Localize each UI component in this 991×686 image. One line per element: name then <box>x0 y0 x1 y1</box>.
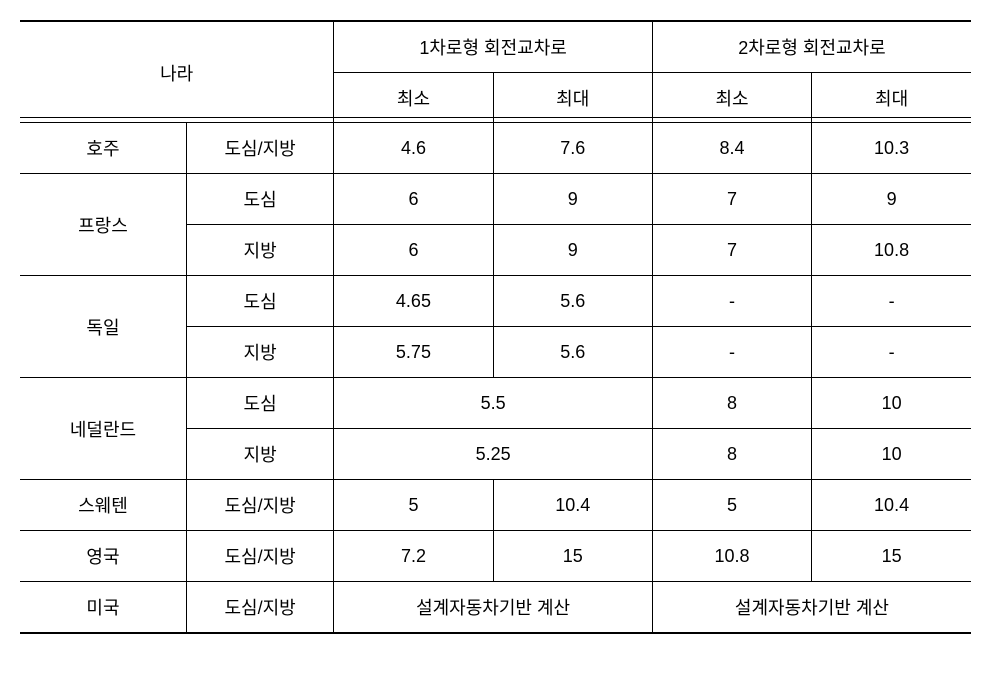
cell-min1: 6 <box>334 174 493 225</box>
cell-min2: - <box>652 327 811 378</box>
cell-merged1: 5.5 <box>334 378 653 429</box>
cell-min2: 10.8 <box>652 531 811 582</box>
header-min-2: 최소 <box>652 73 811 124</box>
table-row: 프랑스 도심 6 9 7 9 <box>20 174 971 225</box>
cell-max1: 9 <box>493 225 652 276</box>
cell-max2: - <box>812 276 971 327</box>
lane-width-table: 나라 1차로형 회전교차로 2차로형 회전교차로 최소 최대 최소 최대 호주 … <box>20 20 971 634</box>
cell-max2: 10.4 <box>812 480 971 531</box>
cell-min2: 7 <box>652 225 811 276</box>
header-max-2: 최대 <box>812 73 971 124</box>
cell-min1: 7.2 <box>334 531 493 582</box>
cell-max2: 9 <box>812 174 971 225</box>
cell-region: 지방 <box>186 327 333 378</box>
cell-min2: 8 <box>652 429 811 480</box>
table-header: 나라 1차로형 회전교차로 2차로형 회전교차로 최소 최대 최소 최대 <box>20 21 971 123</box>
cell-region: 도심 <box>186 378 333 429</box>
cell-merged1: 5.25 <box>334 429 653 480</box>
header-row-1: 나라 1차로형 회전교차로 2차로형 회전교차로 <box>20 21 971 73</box>
header-group-2: 2차로형 회전교차로 <box>652 21 971 73</box>
cell-max1: 5.6 <box>493 327 652 378</box>
cell-min2: 7 <box>652 174 811 225</box>
cell-max2: 10 <box>812 378 971 429</box>
cell-country: 영국 <box>20 531 186 582</box>
cell-country: 독일 <box>20 276 186 378</box>
cell-country: 미국 <box>20 582 186 634</box>
table-row: 네덜란드 도심 5.5 8 10 <box>20 378 971 429</box>
cell-min2: 8.4 <box>652 123 811 174</box>
header-min-1: 최소 <box>334 73 493 124</box>
cell-country: 프랑스 <box>20 174 186 276</box>
cell-merged2: 설계자동차기반 계산 <box>652 582 971 634</box>
cell-min1: 4.6 <box>334 123 493 174</box>
header-group-1: 1차로형 회전교차로 <box>334 21 653 73</box>
cell-min1: 4.65 <box>334 276 493 327</box>
table-row: 스웨텐 도심/지방 5 10.4 5 10.4 <box>20 480 971 531</box>
cell-region: 지방 <box>186 429 333 480</box>
cell-min1: 6 <box>334 225 493 276</box>
cell-max1: 9 <box>493 174 652 225</box>
cell-max2: 10 <box>812 429 971 480</box>
table-row: 호주 도심/지방 4.6 7.6 8.4 10.3 <box>20 123 971 174</box>
cell-max1: 15 <box>493 531 652 582</box>
cell-max1: 10.4 <box>493 480 652 531</box>
cell-max1: 5.6 <box>493 276 652 327</box>
cell-min1: 5.75 <box>334 327 493 378</box>
table-body: 호주 도심/지방 4.6 7.6 8.4 10.3 프랑스 도심 6 9 7 9… <box>20 123 971 633</box>
cell-region: 도심 <box>186 174 333 225</box>
cell-country: 호주 <box>20 123 186 174</box>
cell-max2: 10.8 <box>812 225 971 276</box>
cell-region: 도심/지방 <box>186 582 333 634</box>
cell-merged1: 설계자동차기반 계산 <box>334 582 653 634</box>
cell-region: 도심 <box>186 276 333 327</box>
cell-region: 도심/지방 <box>186 123 333 174</box>
table-row: 영국 도심/지방 7.2 15 10.8 15 <box>20 531 971 582</box>
cell-max2: 15 <box>812 531 971 582</box>
cell-max2: - <box>812 327 971 378</box>
cell-min2: 8 <box>652 378 811 429</box>
cell-min1: 5 <box>334 480 493 531</box>
cell-region: 도심/지방 <box>186 531 333 582</box>
cell-max1: 7.6 <box>493 123 652 174</box>
data-table: 나라 1차로형 회전교차로 2차로형 회전교차로 최소 최대 최소 최대 호주 … <box>20 20 971 634</box>
cell-max2: 10.3 <box>812 123 971 174</box>
table-row: 미국 도심/지방 설계자동차기반 계산 설계자동차기반 계산 <box>20 582 971 634</box>
cell-region: 도심/지방 <box>186 480 333 531</box>
cell-region: 지방 <box>186 225 333 276</box>
table-row: 독일 도심 4.65 5.6 - - <box>20 276 971 327</box>
header-country: 나라 <box>20 21 334 123</box>
header-max-1: 최대 <box>493 73 652 124</box>
cell-min2: - <box>652 276 811 327</box>
cell-country: 스웨텐 <box>20 480 186 531</box>
cell-min2: 5 <box>652 480 811 531</box>
cell-country: 네덜란드 <box>20 378 186 480</box>
